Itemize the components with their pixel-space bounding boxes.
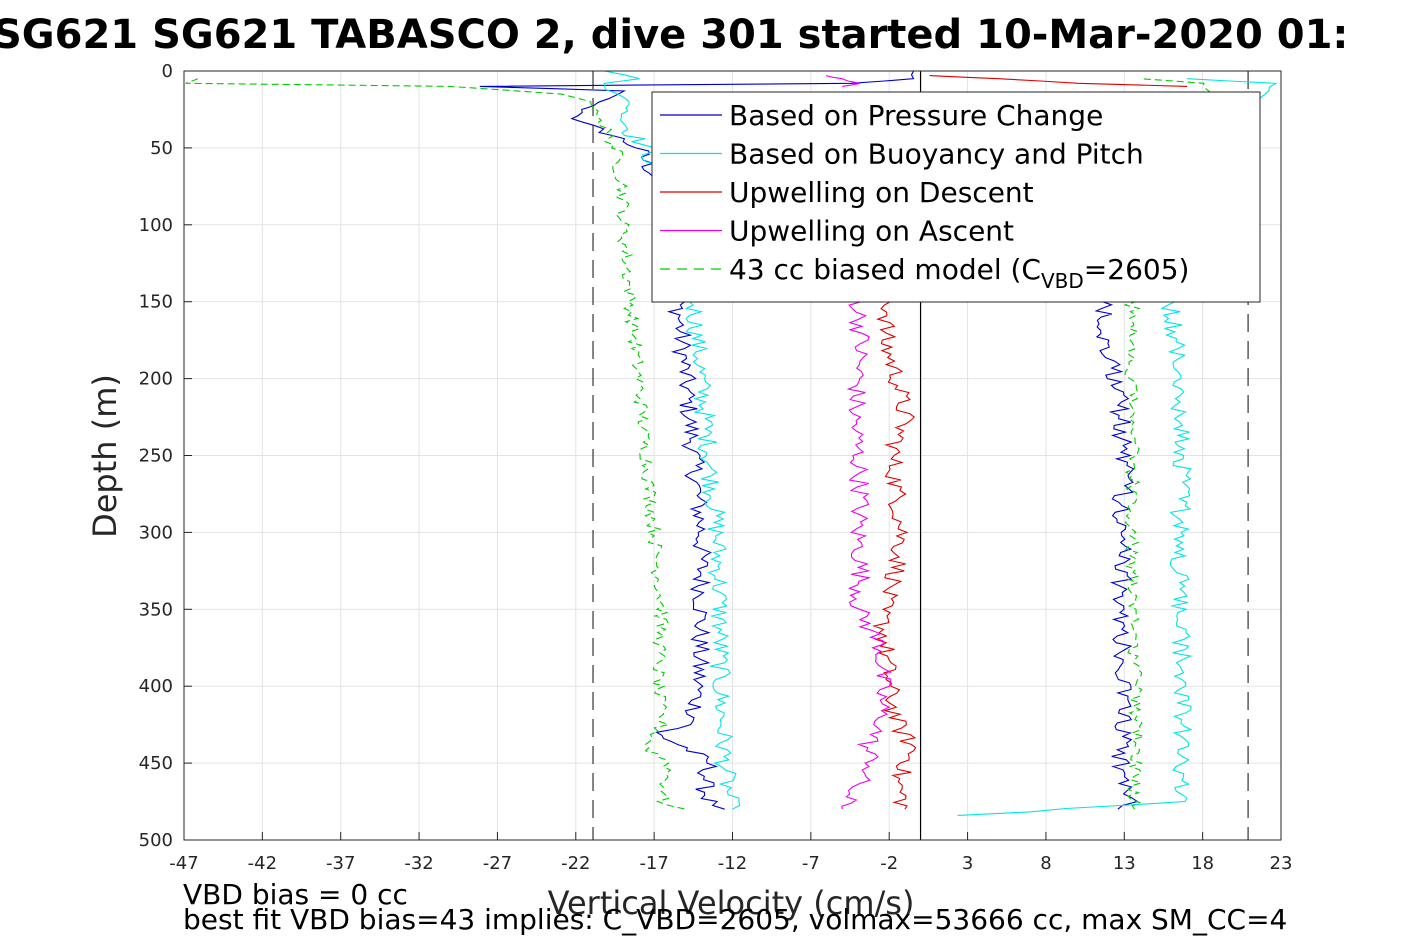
legend: Based on Pressure Change Based on Buoyanc… [651,91,1261,303]
y-tick-label: 500 [139,830,173,851]
x-tick-label: 13 [1113,853,1136,874]
legend-entry: Upwelling on Ascent [729,215,1014,248]
y-axis-label: Depth (m) [86,374,124,538]
y-tick-label: 0 [162,61,173,82]
legend-entry-label: Upwelling on Ascent [729,215,1014,248]
x-tick-label: -12 [718,853,747,874]
chart-title: SG621 SG621 TABASCO 2, dive 301 started … [0,12,1348,58]
legend-entry-label: Based on Buoyancy and Pitch [729,138,1144,171]
x-tick-label: -27 [483,853,512,874]
legend-entry-label: Upwelling on Descent [729,176,1034,209]
y-tick-label: 100 [139,215,173,236]
y-tick-label: 450 [139,753,173,774]
series-3 [825,75,892,810]
x-tick-label: 8 [1040,853,1051,874]
series-line-ascent [1094,301,1139,810]
footer-best-fit: best fit VBD bias=43 implies: C_VBD=2605… [183,903,1287,936]
x-tick-label: -17 [639,853,668,874]
y-tick-label: 200 [139,369,173,390]
x-axis-ticks: -47 -42 -37 -32 -27 -22 -17 -12 -7 -2 3 8 13 18 23 [169,832,1292,874]
series-line-descent [841,301,892,810]
x-axis-label: Vertical Velocity (cm/s) [548,884,915,922]
x-tick-label: 23 [1270,853,1293,874]
y-tick-label: 150 [139,292,173,313]
y-tick-label: 400 [139,676,173,697]
x-tick-label: -2 [880,853,898,874]
legend-entry: Based on Pressure Change [729,99,1103,132]
x-tick-label: -42 [248,853,277,874]
y-axis-ticks: 0 50 100 150 200 250 300 350 400 450 500 [139,61,192,851]
series-line-descent [185,78,686,810]
x-tick-label: -37 [326,853,355,874]
series-line-descent [872,301,917,810]
x-tick-label: -22 [561,853,590,874]
y-tick-label: 350 [139,599,173,620]
legend-entry: 43 cc biased model (CVBD=2605) [729,253,1189,293]
legend-entry-suffix: =2605) [1084,253,1190,286]
x-tick-label: 18 [1191,853,1214,874]
y-tick-label: 250 [139,446,173,467]
legend-entry-subscript: VBD [1041,269,1084,293]
legend-entry: Upwelling on Descent [729,176,1034,209]
x-tick-label: -47 [169,853,198,874]
legend-entry: Based on Buoyancy and Pitch [729,138,1144,171]
y-tick-label: 50 [150,138,173,159]
y-tick-label: 300 [139,522,173,543]
legend-entry-label: Based on Pressure Change [729,99,1103,132]
series-line-ascent [929,75,1188,87]
legend-entry-label: 43 cc biased model (C [729,253,1041,286]
legend-box [651,91,1261,303]
x-tick-label: 3 [962,853,973,874]
series-line-ascent [825,75,861,87]
x-tick-label: -7 [802,853,820,874]
series-2 [872,75,1188,810]
footer-vbd-bias: VBD bias = 0 cc [183,878,408,911]
x-tick-label: -32 [404,853,433,874]
